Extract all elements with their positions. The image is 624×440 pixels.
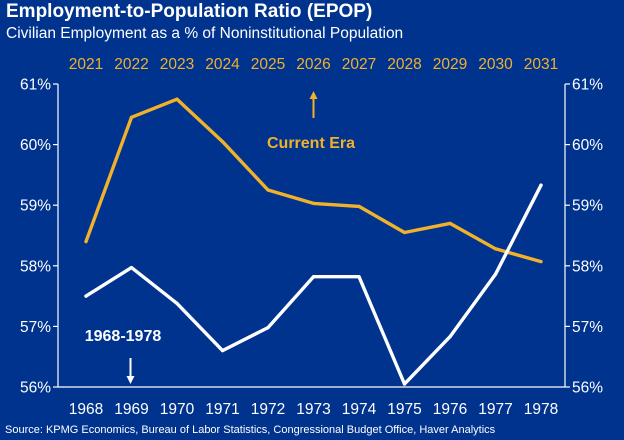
left-y-tick-label: 58% [20,258,51,275]
bottom-x-tick-label: 1976 [433,401,467,418]
bottom-x-tick-label: 1972 [251,401,285,418]
data-point [311,201,316,205]
top-x-tick-labels: 2021 2022 2023 2024 2025 2026 2027 2028 2029 2030… [69,56,558,73]
top-x-tick-label: 2023 [160,56,194,73]
left-y-tick-label: 59% [20,198,51,215]
top-x-tick-label: 2026 [296,56,330,73]
bottom-x-tick-label: 1968 [69,401,103,418]
top-x-tick-label: 2029 [433,56,467,73]
top-x-tick-label: 2031 [524,56,558,73]
data-point [493,272,498,276]
top-x-tick-label: 2021 [69,56,103,73]
data-point [84,239,88,244]
right-y-tick-label: 58% [572,258,603,275]
series-line-current-era [84,97,543,264]
bottom-x-tick-label: 1975 [387,401,421,418]
top-x-tick-label: 2024 [205,56,240,73]
bottom-x-tick-label: 1978 [524,401,558,418]
right-y-tick-label: 56% [572,380,603,397]
bottom-x-tick-label: 1974 [342,401,377,418]
data-point [266,188,270,192]
right-y-tick-label: 59% [572,198,603,215]
data-point [129,115,134,119]
data-point [357,275,361,279]
data-point [493,247,498,251]
data-point [220,349,225,353]
bottom-x-tick-label: 1970 [160,401,195,418]
right-y-tick-label: 60% [572,137,603,154]
data-point [448,335,452,339]
data-point [357,204,361,209]
historical-arrowhead [126,376,135,384]
data-point [402,382,407,386]
chart-subtitle: Civilian Employment as a % of Noninstitu… [6,25,404,42]
current-era-arrowhead [309,91,318,99]
historical-annotation: 1968-1978 [85,328,162,345]
right-y-tick-labels: 56% 57% 58% 59% 60% 61% [565,77,603,397]
data-point [402,230,407,235]
left-y-tick-label: 57% [20,319,51,336]
series-line-historical [84,183,543,386]
top-x-tick-label: 2028 [387,56,421,73]
data-point [539,259,543,264]
data-point [311,275,316,279]
source-note: Source: KPMG Economics, Bureau of Labor … [5,424,496,436]
data-point [448,221,452,225]
chart-title: Employment-to-Population Ratio (EPOP) [6,1,373,22]
series-layer [84,97,543,386]
right-y-tick-label: 57% [572,319,603,336]
data-point [175,301,179,305]
top-x-tick-label: 2022 [114,56,148,73]
top-x-tick-label: 2027 [342,56,376,73]
left-y-tick-label: 56% [20,380,51,397]
bottom-x-tick-label: 1977 [478,401,512,418]
data-point [175,97,179,101]
bottom-x-tick-label: 1973 [296,401,330,418]
bottom-x-tick-labels: 1968 1969 1970 1971 1972 1973 1974 1975 1976 1977… [69,401,558,418]
data-point [84,294,88,298]
top-x-tick-label: 2025 [251,56,285,73]
data-point [129,266,134,270]
right-y-tick-label: 61% [572,77,603,94]
bottom-x-tick-label: 1971 [205,401,239,418]
left-y-tick-labels: 56% 57% 58% 59% 60% 61% [20,77,58,397]
data-point [220,139,225,144]
left-y-tick-label: 61% [20,77,51,94]
current-era-annotation: Current Era [267,135,355,152]
left-y-tick-label: 60% [20,137,51,154]
data-point [539,183,543,187]
data-point [266,326,270,330]
top-x-tick-label: 2030 [478,56,513,73]
bottom-x-tick-label: 1969 [114,401,148,418]
